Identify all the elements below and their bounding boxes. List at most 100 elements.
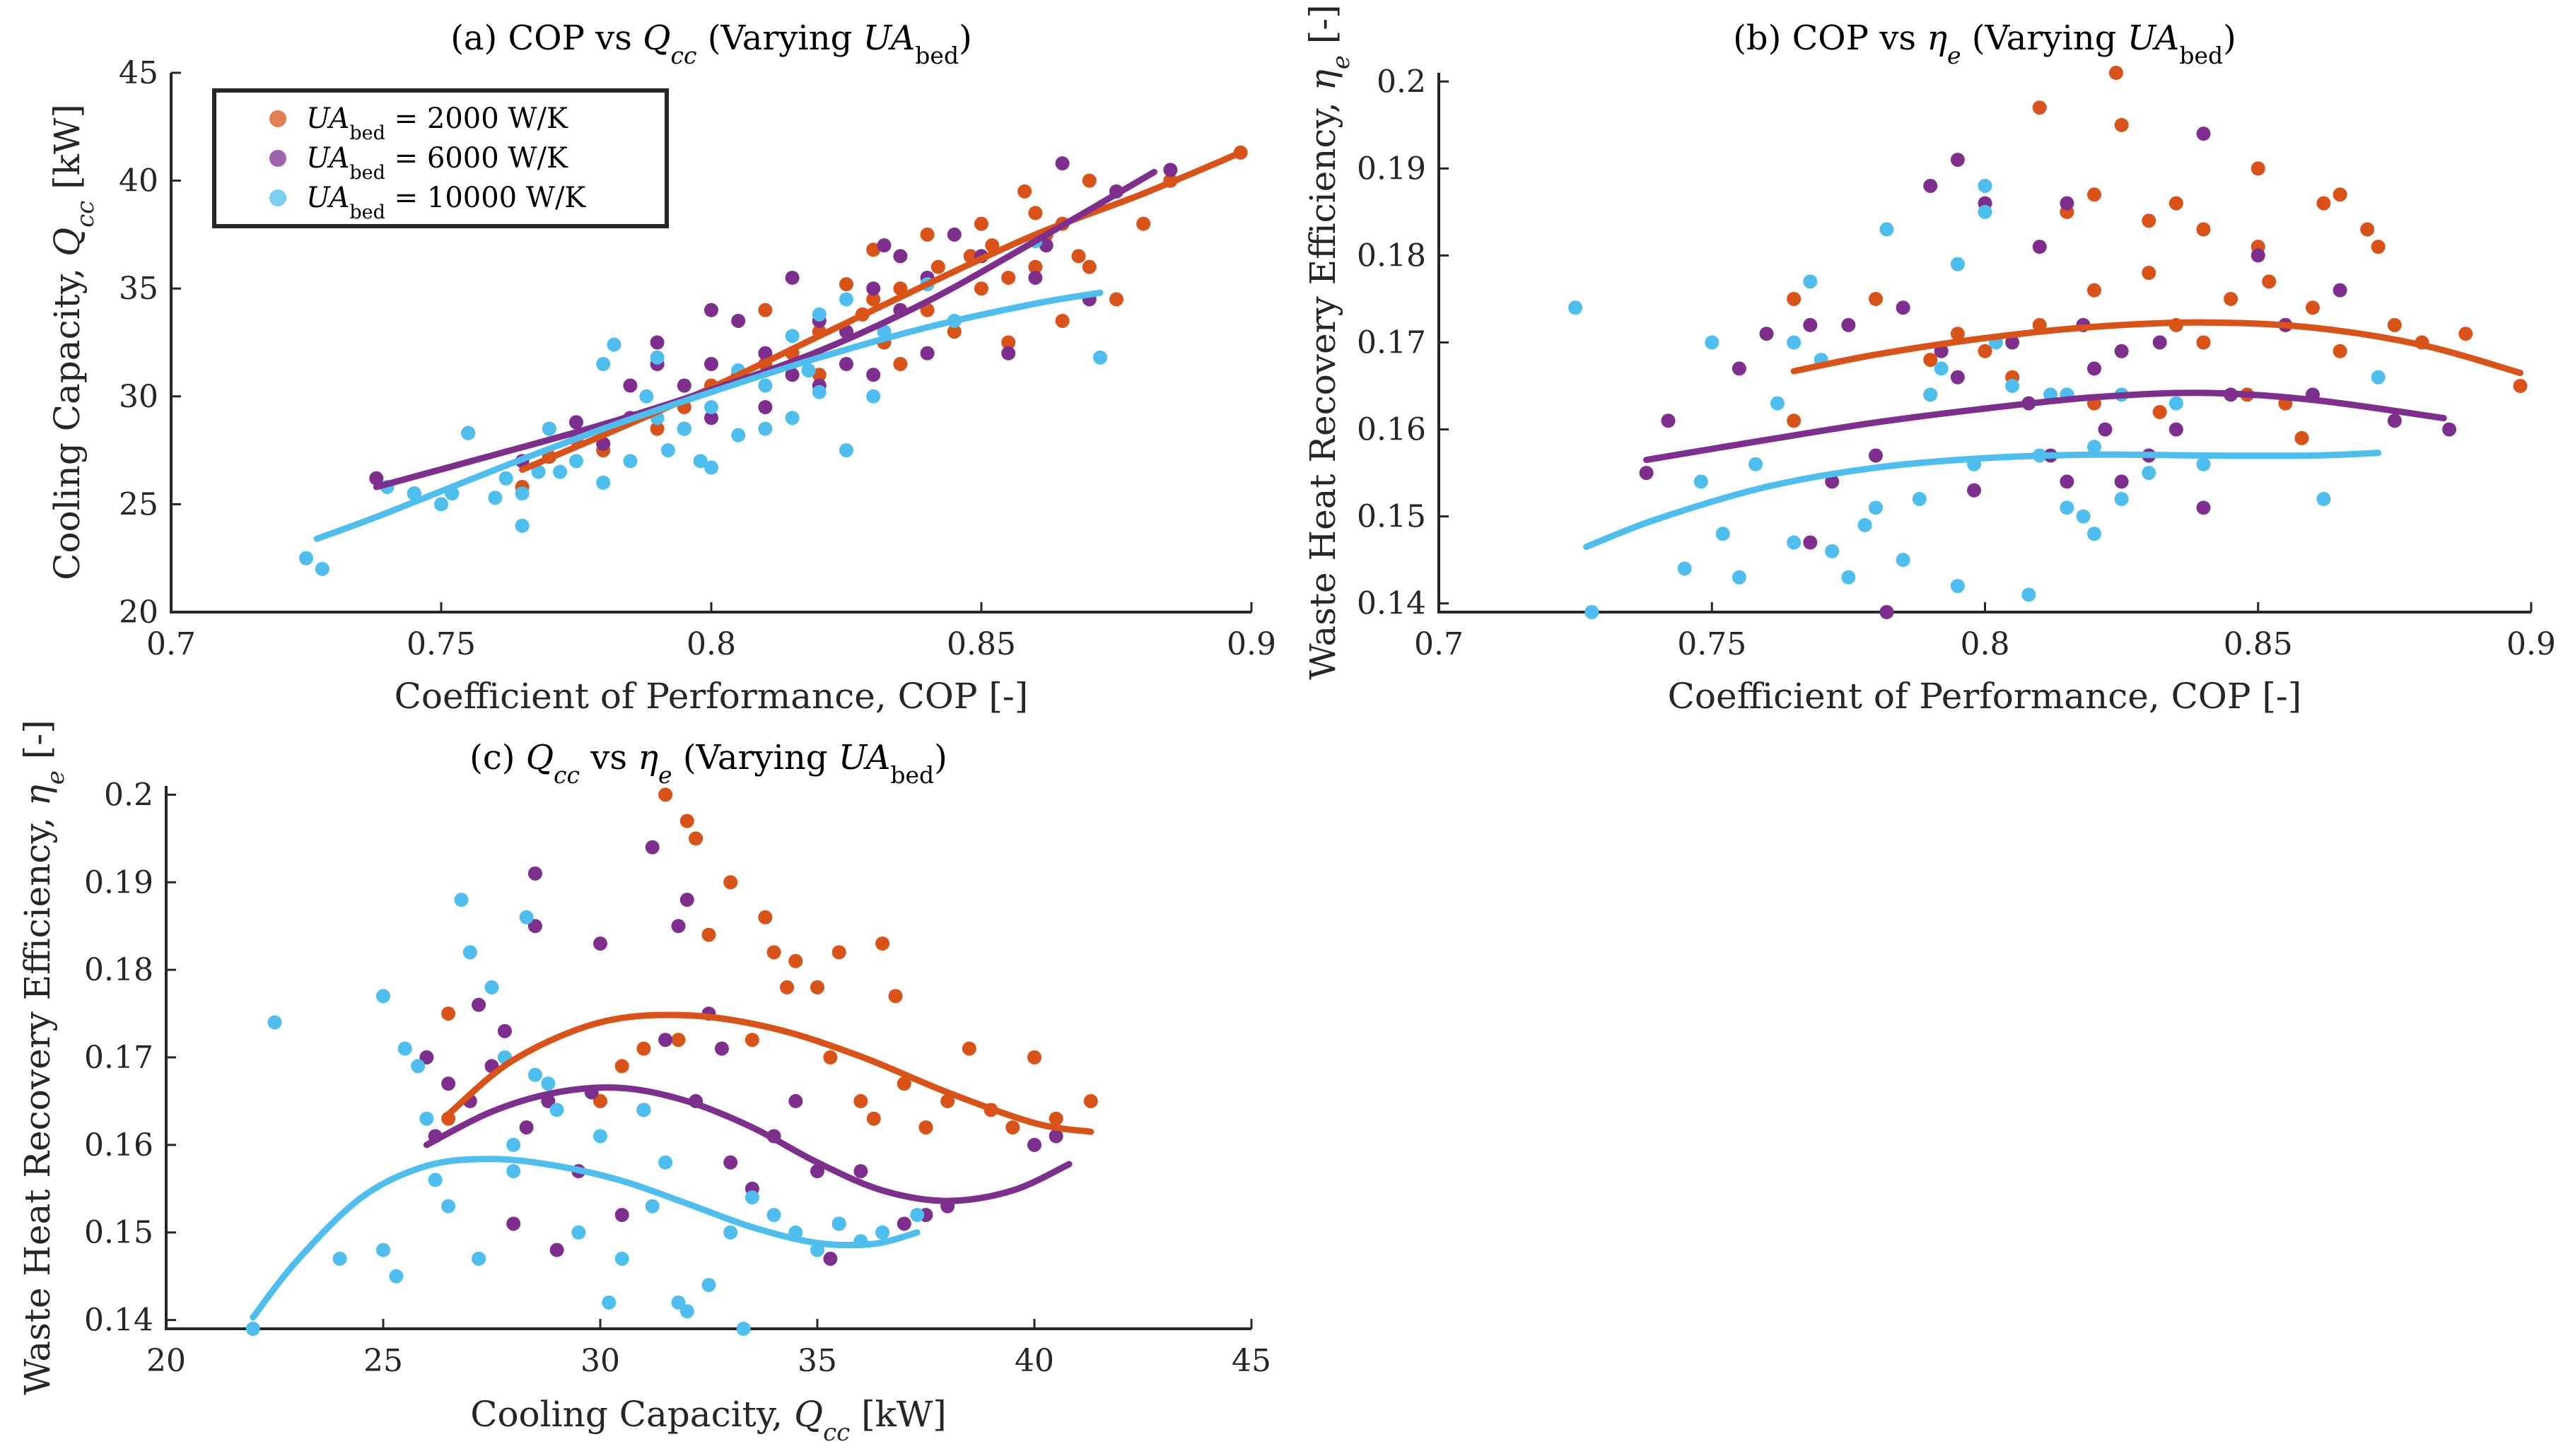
data-point	[940, 1093, 955, 1108]
data-point	[758, 303, 773, 317]
data-point	[2224, 291, 2238, 306]
fit-line-c-1	[423, 1084, 1073, 1204]
data-point	[2168, 396, 2183, 411]
y-tick-label: 0.17	[84, 1040, 153, 1076]
data-point	[785, 411, 800, 425]
data-point	[515, 486, 530, 501]
data-point	[1912, 492, 1927, 507]
data-point	[866, 1111, 881, 1126]
data-point	[2316, 196, 2331, 211]
data-point	[461, 425, 476, 440]
data-point	[596, 357, 611, 372]
data-point	[2458, 327, 2473, 341]
data-point	[723, 1225, 738, 1240]
data-point	[2005, 335, 2020, 350]
data-point	[974, 216, 988, 231]
data-point	[758, 421, 773, 436]
data-point	[607, 337, 621, 352]
chart-title-c: (c) Qcc vs ηe (Varying UAbed)	[469, 738, 947, 789]
data-point	[866, 368, 881, 382]
data-point	[2387, 317, 2402, 332]
y-tick-label: 0.16	[1357, 412, 1426, 448]
data-point	[1005, 1120, 1020, 1135]
data-point	[1803, 535, 1818, 550]
data-point	[1787, 413, 1802, 428]
data-point	[267, 1015, 282, 1030]
data-point	[614, 1251, 629, 1266]
data-point	[785, 329, 800, 344]
data-point	[679, 1304, 694, 1319]
data-point	[758, 378, 773, 393]
data-point	[853, 1093, 868, 1108]
data-point	[2108, 66, 2123, 80]
data-point	[1028, 270, 1043, 285]
data-point	[1978, 344, 1992, 358]
data-point	[671, 919, 686, 934]
y-tick-label: 40	[119, 163, 158, 199]
data-point	[704, 460, 718, 475]
data-point	[2152, 335, 2167, 350]
data-point	[679, 814, 694, 828]
data-point	[1732, 570, 1746, 585]
data-point	[2087, 283, 2101, 298]
data-point	[2076, 509, 2091, 524]
data-point	[785, 368, 800, 382]
data-point	[893, 357, 908, 372]
data-point	[1825, 474, 1840, 489]
data-point	[745, 1033, 759, 1047]
data-point	[1568, 300, 1583, 315]
data-point	[853, 1164, 868, 1179]
data-point	[1027, 1137, 1041, 1152]
x-tick-label: 40	[1015, 1343, 1054, 1379]
data-point	[1978, 178, 1992, 193]
x-tick-label: 0.8	[1961, 626, 2010, 662]
data-point	[614, 1059, 629, 1074]
data-point	[1163, 163, 1178, 177]
data-point	[571, 1225, 586, 1240]
data-point	[497, 1023, 512, 1038]
y-tick-label: 0.17	[1357, 325, 1426, 361]
data-point	[1017, 184, 1032, 199]
data-point	[2087, 187, 2101, 202]
data-point	[1083, 1093, 1098, 1108]
x-tick-label: 20	[146, 1343, 186, 1379]
data-point	[2032, 100, 2047, 115]
fit-line-b-1	[1643, 389, 2447, 464]
data-point	[419, 1111, 434, 1126]
data-point	[1693, 474, 1708, 489]
data-point	[419, 1050, 434, 1064]
y-tick-label: 0.14	[84, 1303, 153, 1339]
data-point	[441, 1006, 456, 1021]
data-point	[2250, 248, 2265, 263]
fit-line-c-0	[445, 1011, 1094, 1135]
data-point	[2294, 430, 2309, 445]
data-point	[888, 989, 903, 1004]
data-point	[801, 363, 816, 378]
y-tick-label: 0.18	[84, 952, 153, 988]
data-point	[2087, 440, 2101, 454]
data-point	[893, 249, 908, 264]
data-point	[745, 1190, 759, 1205]
data-point	[866, 281, 881, 296]
data-point	[2168, 422, 2183, 437]
fit-line-a-0	[519, 149, 1244, 474]
data-point	[614, 1207, 629, 1222]
y-tick-label: 30	[119, 379, 158, 415]
data-point	[866, 292, 881, 307]
data-point	[766, 1207, 781, 1222]
data-point	[910, 1207, 925, 1222]
data-point	[299, 551, 313, 565]
data-point	[2087, 361, 2101, 376]
data-point	[519, 1120, 534, 1135]
y-tick-label: 0.19	[84, 864, 153, 900]
x-tick-label: 0.75	[1677, 626, 1746, 662]
data-point	[411, 1059, 426, 1074]
data-point	[839, 443, 853, 458]
data-point	[1923, 178, 1938, 193]
data-point	[758, 400, 773, 415]
data-point	[658, 787, 673, 802]
chart-title-b: (b) COP vs ηe (Varying UAbed)	[1733, 18, 2236, 69]
data-point	[527, 919, 542, 934]
data-point	[596, 436, 611, 451]
